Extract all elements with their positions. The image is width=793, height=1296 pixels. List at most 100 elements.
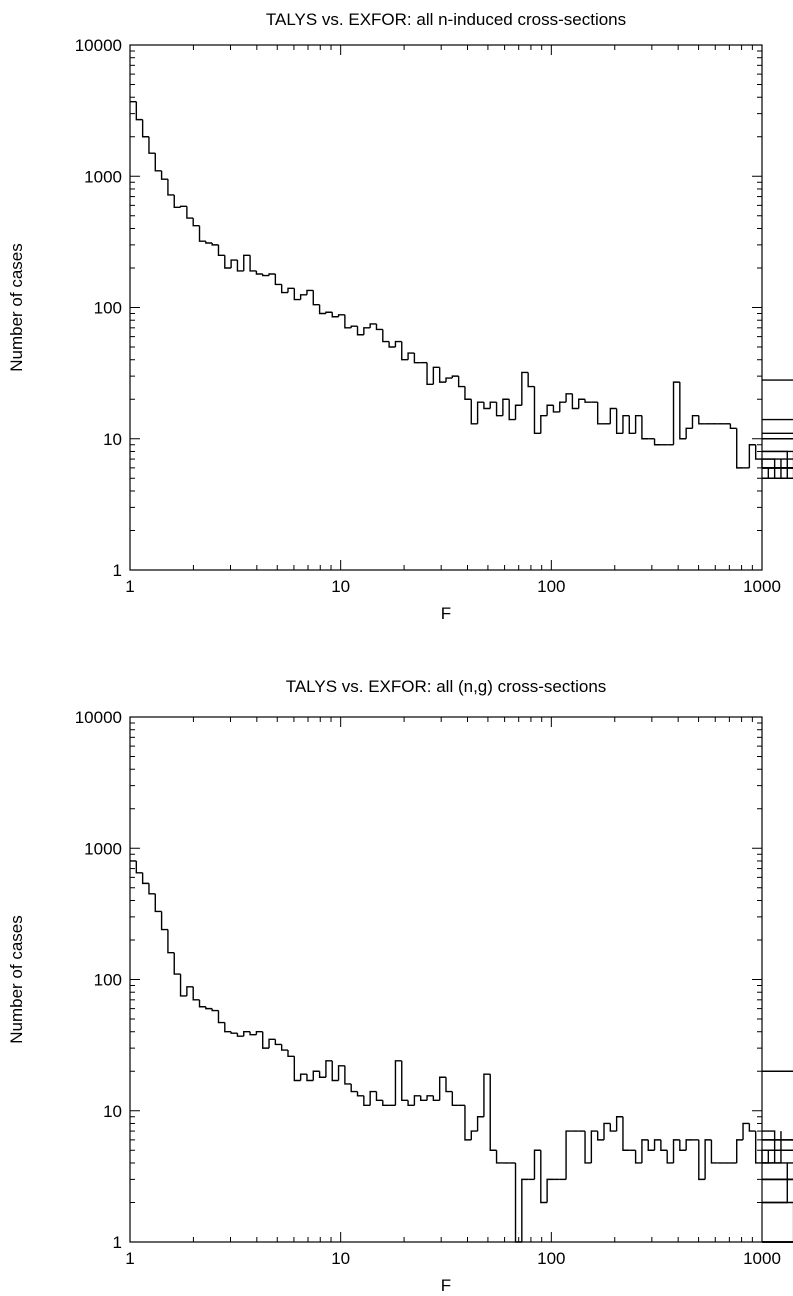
histogram-bin (407, 1100, 415, 1107)
histogram-bin (211, 243, 219, 246)
histogram-bin (533, 386, 541, 435)
histogram-bin (445, 1077, 453, 1093)
histogram-bin (160, 911, 168, 931)
histogram-bin (546, 1178, 554, 1203)
histogram-bin (634, 414, 642, 434)
histogram-bin (394, 1060, 402, 1106)
y-tick-label: 100 (94, 971, 122, 990)
histogram-bin (369, 323, 377, 328)
histogram-bin (762, 450, 793, 453)
histogram-bin (742, 1122, 750, 1140)
chart-title: TALYS vs. EXFOR: all (n,g) cross-section… (286, 677, 607, 696)
y-tick-label: 100 (94, 299, 122, 318)
histogram-bin (451, 1091, 459, 1107)
histogram-bin (274, 274, 282, 286)
y-tick-label: 10000 (75, 708, 122, 727)
histogram-bin (762, 1201, 793, 1204)
histogram-bin (337, 314, 345, 317)
histogram-bin (762, 1202, 793, 1243)
histogram-bin (641, 415, 649, 440)
histogram-bin (762, 1162, 788, 1204)
histogram-bin (748, 1123, 756, 1132)
histogram-bin (483, 402, 491, 410)
histogram-bin (167, 179, 175, 196)
histogram-bin (344, 314, 352, 329)
histogram-bin (698, 415, 706, 425)
histogram-bin (375, 323, 383, 331)
histogram-bin (217, 244, 225, 256)
histogram-bin (350, 325, 358, 328)
histogram-bin (413, 353, 421, 364)
histogram-bin (331, 1060, 339, 1082)
histogram-bin (401, 341, 409, 361)
histogram-bin (748, 444, 756, 468)
histogram-bin (762, 1162, 793, 1164)
histogram-bin (179, 205, 187, 208)
histogram-bin (306, 289, 314, 295)
histogram-bin (762, 1139, 793, 1141)
histogram-bin (679, 1139, 687, 1151)
chart-2: TALYS vs. EXFOR: all (n,g) cross-section… (7, 677, 793, 1295)
histogram-bin (293, 1056, 301, 1082)
histogram-bin (489, 401, 497, 409)
y-tick-label: 10 (103, 1102, 122, 1121)
histogram-bin (236, 1033, 244, 1037)
histogram-bin (641, 1139, 649, 1163)
x-tick-label: 1000 (743, 1249, 781, 1268)
y-tick-label: 10 (103, 430, 122, 449)
histogram-bin (685, 1139, 693, 1151)
histogram-bin (521, 371, 529, 406)
y-axis-title: Number of cases (7, 915, 26, 1044)
histogram-bin (533, 1149, 541, 1180)
y-tick-label: 10000 (75, 36, 122, 55)
histogram-bin (571, 393, 579, 410)
histogram-bin (312, 1070, 320, 1081)
histogram-bin (331, 312, 339, 318)
histogram-bin (603, 1122, 611, 1140)
histogram-bin (495, 1150, 503, 1164)
histogram-bin (382, 329, 390, 343)
histogram-bin (438, 1076, 446, 1101)
histogram-bin (243, 254, 251, 271)
histogram-bin (249, 1031, 257, 1036)
histogram-bin (470, 399, 478, 425)
histogram-bin (135, 101, 143, 121)
histogram-bin (736, 428, 744, 469)
histogram-bin (762, 1150, 770, 1164)
histogram-bin (426, 362, 434, 385)
histogram-bin (255, 1031, 263, 1035)
histogram-bin (762, 1149, 793, 1151)
histogram-bin (243, 1031, 251, 1037)
histogram-bin (540, 414, 548, 434)
histogram-bin (344, 1065, 352, 1085)
x-tick-label: 1 (125, 577, 134, 596)
histogram-bin (754, 1131, 762, 1164)
histogram-bin (420, 1095, 428, 1102)
histogram-bin (609, 1123, 617, 1132)
histogram-bin (736, 1139, 744, 1163)
histogram-bin (762, 1070, 793, 1072)
histogram-bin (350, 1083, 358, 1093)
histogram-bin (262, 274, 270, 277)
histogram-bin (762, 467, 770, 479)
histogram-bin (179, 974, 187, 997)
histogram-bin (729, 423, 737, 430)
chart-title: TALYS vs. EXFOR: all n-induced cross-sec… (266, 10, 626, 29)
histogram-bin (167, 929, 175, 954)
histogram-bin (672, 1139, 680, 1163)
histogram-bin (710, 1139, 718, 1164)
histogram-bin (363, 327, 371, 335)
histogram-bin (527, 372, 535, 388)
histogram-bin (521, 1178, 529, 1242)
x-tick-label: 10 (331, 577, 350, 596)
histogram-bin (173, 194, 181, 208)
histogram-bin (154, 153, 162, 172)
histogram-bin (306, 1074, 314, 1082)
plot-frame (129, 44, 763, 571)
histogram-bin (691, 414, 699, 429)
histogram-bin (628, 415, 636, 435)
histogram-bin (280, 284, 288, 294)
histogram-bin (299, 1073, 307, 1081)
histogram-bin (262, 1031, 270, 1049)
y-tick-label: 1 (113, 1233, 122, 1252)
